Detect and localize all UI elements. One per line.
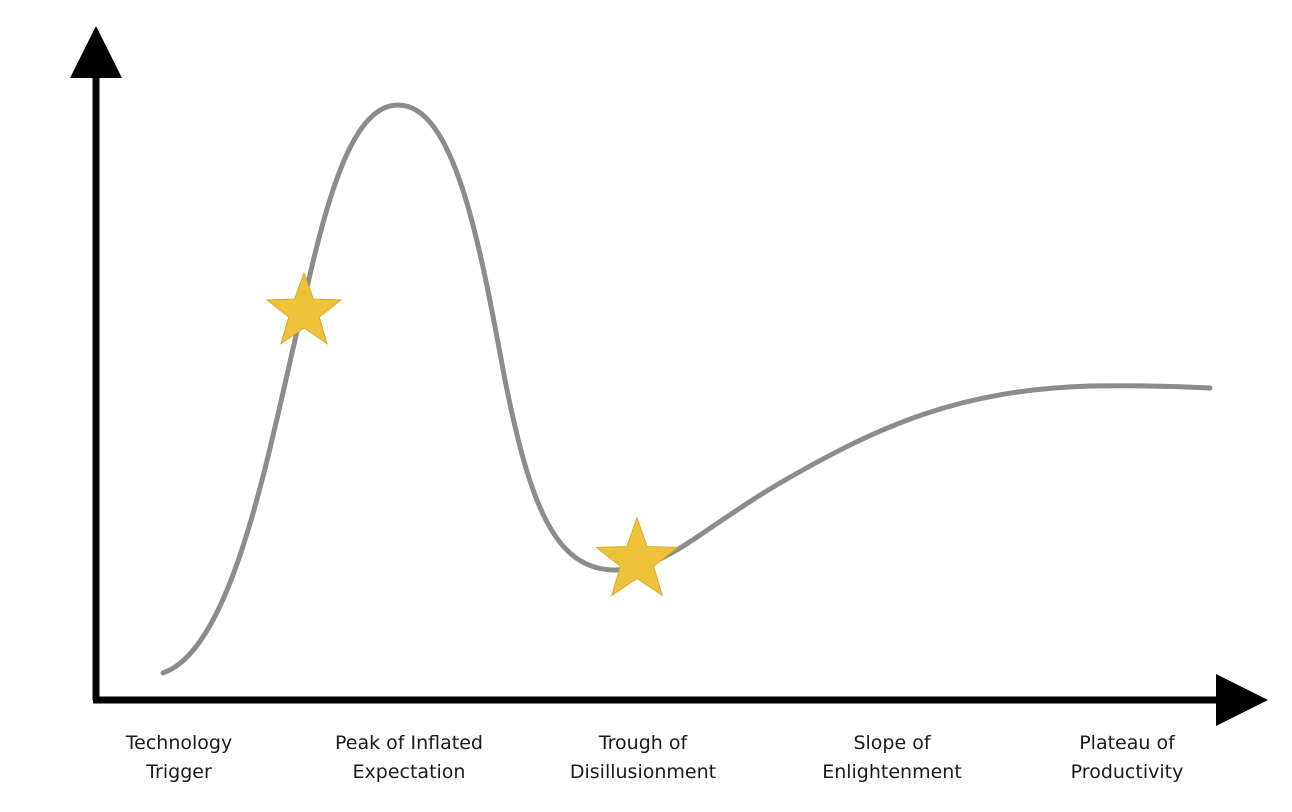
hype-curve [160,102,1213,676]
star-marker-rise [265,271,343,345]
phase-label-trough-of-disillusionment: Trough of Disillusionment [543,729,743,787]
y-axis-arrowhead [70,26,122,78]
phase-label-slope-of-enlightenment: Slope of Enlightenment [792,729,992,787]
phase-label-line: Expectation [352,761,466,783]
star-marker-trough [595,516,679,597]
phase-label-line: Enlightenment [822,761,962,783]
phase-label-line: Peak of Inflated [335,732,483,754]
phase-label-plateau-of-productivity: Plateau of Productivity [1027,729,1227,787]
x-axis-arrowhead [1216,674,1268,726]
phase-label-line: Technology [125,732,233,754]
phase-label-line: Trigger [146,761,212,783]
phase-label-line: Disillusionment [569,761,717,783]
phase-label-line: Plateau of [1079,732,1175,754]
phase-label-line: Slope of [853,732,931,754]
phase-label-peak-of-inflated-expectation: Peak of Inflated Expectation [309,729,509,787]
phase-label-line: Trough of [598,732,688,754]
phase-label-line: Productivity [1070,761,1184,783]
phase-label-technology-trigger: Technology Trigger [79,729,279,787]
